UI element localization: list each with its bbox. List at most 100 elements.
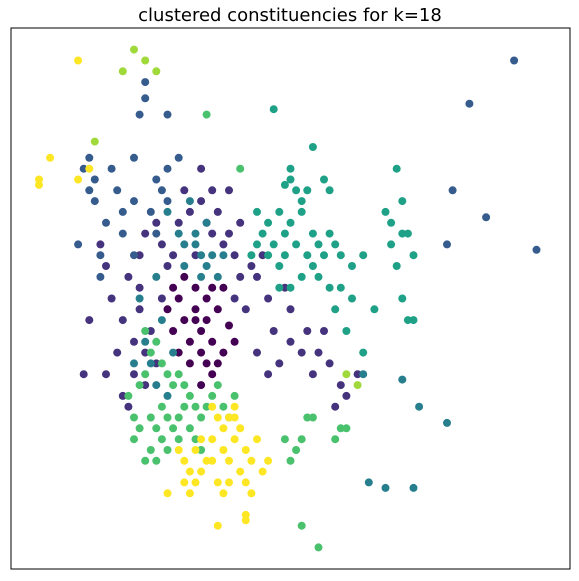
data-point bbox=[191, 251, 200, 260]
data-point bbox=[236, 272, 245, 281]
data-point bbox=[331, 402, 340, 411]
data-point bbox=[225, 456, 233, 465]
data-point bbox=[180, 262, 189, 270]
data-point bbox=[141, 348, 150, 357]
data-point bbox=[197, 413, 206, 422]
data-point bbox=[163, 207, 172, 216]
data-point bbox=[124, 402, 133, 411]
data-point bbox=[208, 402, 217, 411]
data-point bbox=[314, 272, 323, 281]
data-point bbox=[297, 272, 306, 281]
data-point bbox=[174, 435, 183, 444]
data-point bbox=[174, 153, 183, 162]
data-point bbox=[465, 99, 474, 108]
data-point bbox=[202, 456, 211, 465]
data-point bbox=[202, 402, 211, 411]
data-point bbox=[191, 240, 200, 249]
data-point bbox=[197, 381, 206, 390]
data-point bbox=[241, 478, 250, 487]
data-point bbox=[180, 272, 189, 281]
data-point bbox=[325, 283, 334, 292]
data-point bbox=[303, 413, 312, 422]
data-point bbox=[219, 402, 228, 411]
data-point bbox=[146, 327, 155, 335]
data-point bbox=[174, 229, 183, 238]
data-point bbox=[286, 337, 295, 346]
data-point bbox=[118, 207, 127, 216]
data-point bbox=[152, 67, 161, 76]
data-point bbox=[303, 251, 312, 260]
data-point bbox=[409, 316, 418, 325]
data-point bbox=[146, 359, 155, 368]
data-point bbox=[392, 164, 401, 173]
data-point bbox=[157, 435, 166, 444]
data-point bbox=[174, 294, 183, 303]
data-point bbox=[292, 446, 301, 454]
data-point bbox=[336, 283, 345, 292]
data-point bbox=[169, 283, 178, 292]
data-point bbox=[403, 316, 412, 325]
data-point bbox=[74, 175, 83, 184]
data-point bbox=[185, 207, 194, 216]
data-point bbox=[364, 478, 373, 487]
plot-area bbox=[10, 27, 571, 570]
data-point bbox=[269, 327, 278, 335]
data-point bbox=[197, 348, 206, 357]
data-point bbox=[398, 229, 407, 238]
data-point bbox=[269, 240, 278, 249]
data-point bbox=[174, 218, 183, 227]
data-point bbox=[208, 229, 217, 238]
data-point bbox=[130, 337, 138, 346]
data-point bbox=[130, 45, 138, 54]
data-point bbox=[213, 381, 222, 390]
data-point bbox=[219, 283, 228, 292]
data-point bbox=[146, 348, 155, 357]
data-point bbox=[532, 245, 541, 254]
data-point bbox=[213, 359, 222, 368]
data-point bbox=[130, 197, 138, 206]
data-point bbox=[225, 413, 233, 422]
data-point bbox=[303, 186, 312, 195]
data-point bbox=[448, 186, 457, 195]
data-point bbox=[135, 294, 144, 303]
data-point bbox=[286, 305, 295, 314]
data-point bbox=[157, 316, 166, 325]
data-point bbox=[135, 305, 144, 314]
data-point bbox=[241, 305, 250, 314]
data-point bbox=[286, 283, 295, 292]
data-point bbox=[157, 294, 166, 303]
data-point bbox=[253, 272, 261, 281]
data-point bbox=[308, 370, 317, 379]
data-point bbox=[152, 218, 161, 227]
data-point bbox=[325, 359, 334, 368]
data-point bbox=[180, 186, 189, 195]
data-point bbox=[336, 424, 345, 433]
data-point bbox=[191, 316, 200, 325]
data-point bbox=[202, 316, 211, 325]
data-point bbox=[135, 251, 144, 260]
data-point bbox=[398, 197, 407, 206]
data-point bbox=[292, 186, 301, 195]
data-point bbox=[381, 483, 390, 492]
data-point bbox=[247, 456, 256, 465]
data-point bbox=[197, 467, 206, 476]
data-point bbox=[163, 262, 172, 270]
data-point bbox=[213, 207, 222, 216]
data-point bbox=[336, 251, 345, 260]
data-point bbox=[280, 251, 289, 260]
data-point bbox=[96, 272, 105, 281]
data-point bbox=[146, 413, 155, 422]
data-point bbox=[130, 153, 138, 162]
cluster-series bbox=[35, 56, 273, 530]
data-point bbox=[225, 321, 233, 330]
data-point bbox=[247, 262, 256, 270]
data-point bbox=[169, 327, 178, 335]
data-point bbox=[163, 489, 172, 498]
data-point bbox=[230, 402, 239, 411]
data-point bbox=[258, 251, 267, 260]
data-point bbox=[236, 164, 245, 173]
data-point bbox=[253, 207, 261, 216]
data-point bbox=[213, 413, 222, 422]
data-point bbox=[403, 229, 412, 238]
cluster-series bbox=[79, 164, 362, 411]
